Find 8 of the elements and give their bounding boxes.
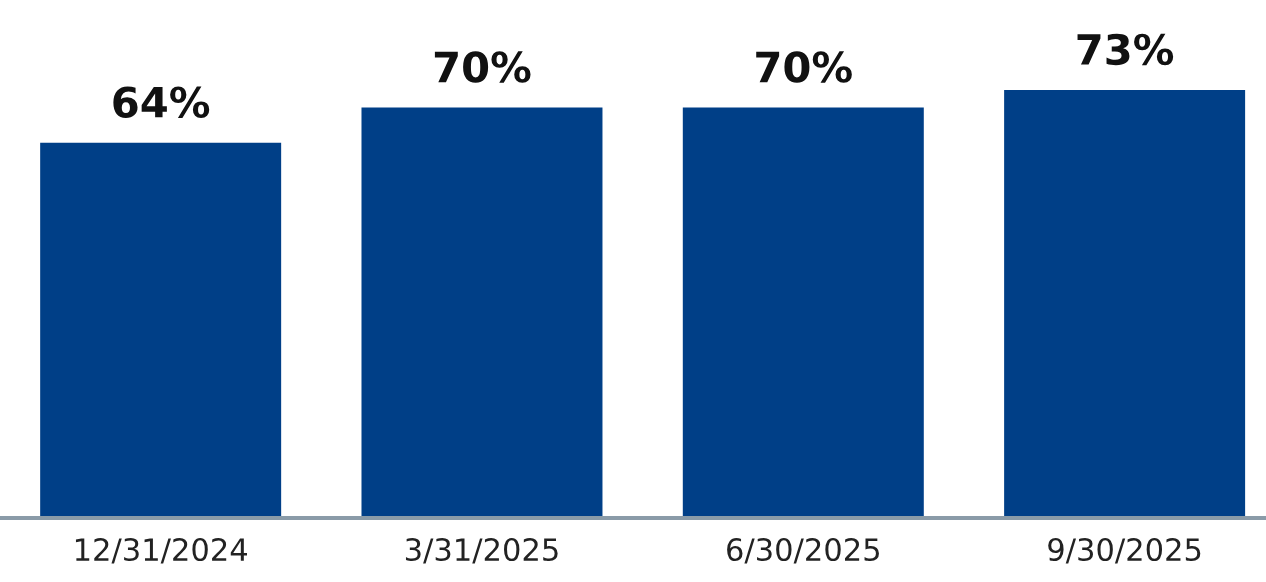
data-label: 64% xyxy=(113,86,210,118)
x-tick-label: 6/30/2025 xyxy=(727,537,879,564)
data-label: 73% xyxy=(1077,33,1174,66)
x-tick-label: 12/31/2024 xyxy=(75,537,247,564)
data-label: 70% xyxy=(434,51,531,83)
x-tick-label: 9/30/2025 xyxy=(1048,537,1201,564)
x-tick-label: 3/31/2025 xyxy=(405,537,558,564)
data-label: 70% xyxy=(756,51,852,83)
